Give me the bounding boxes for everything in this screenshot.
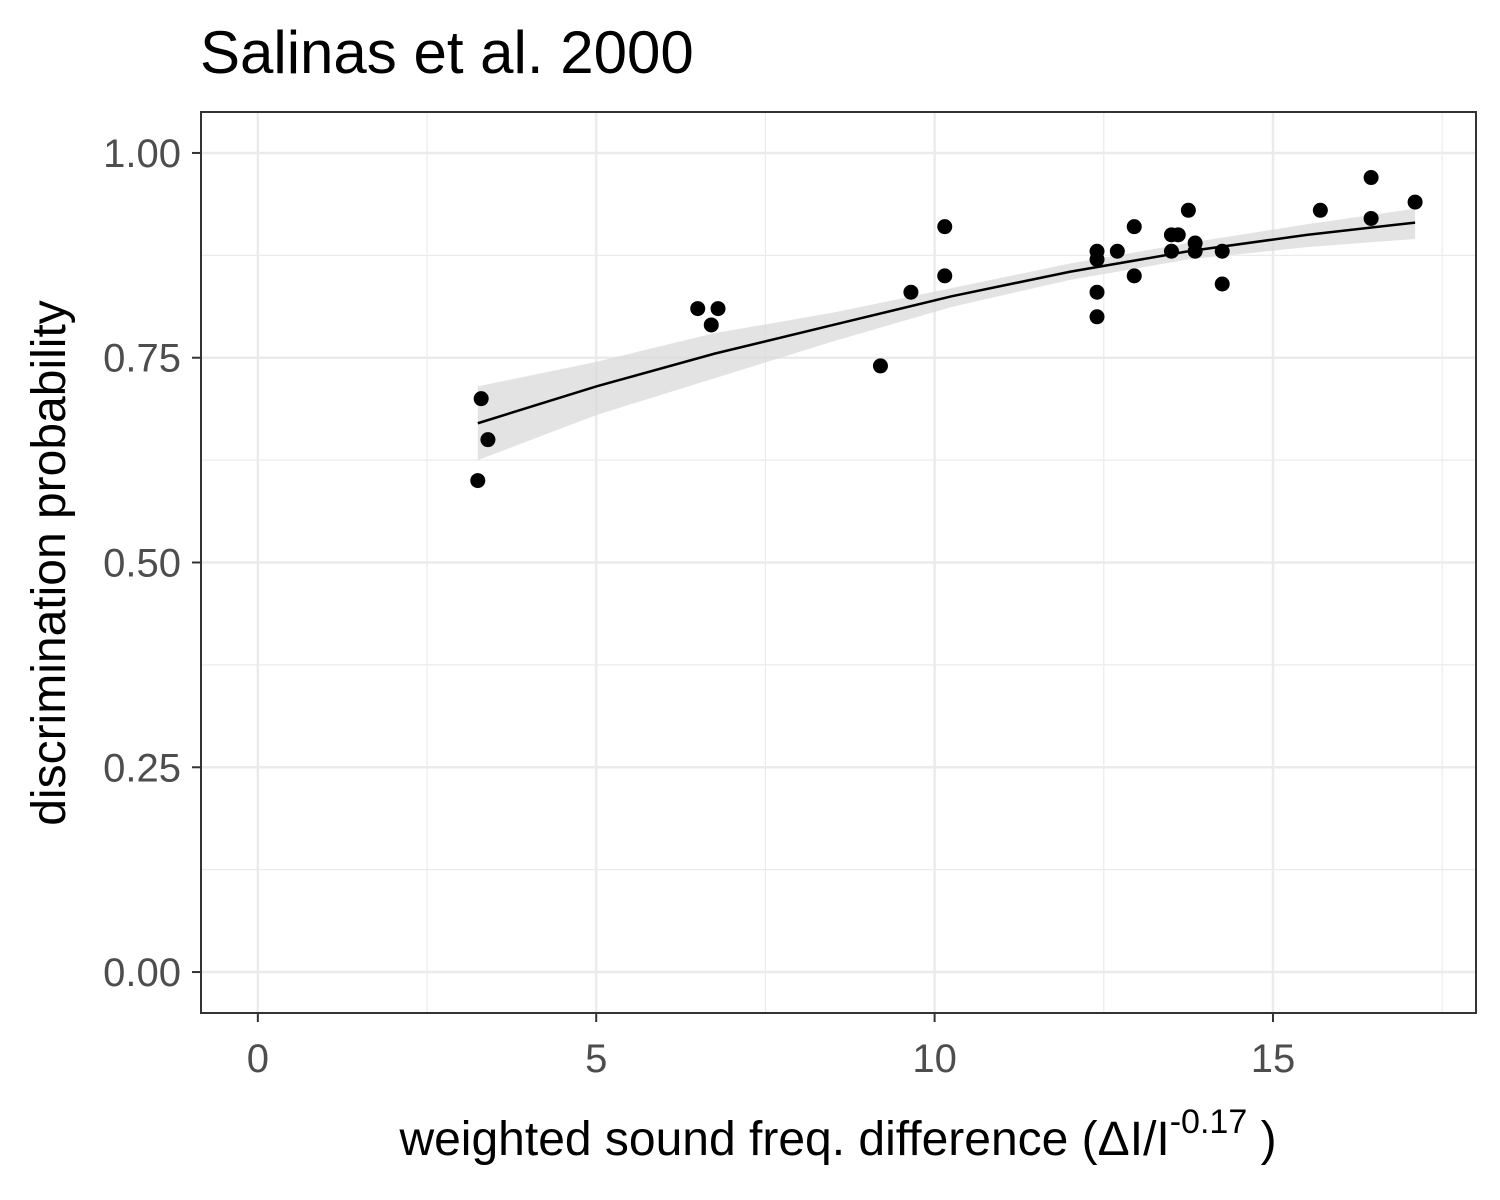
x-axis-label-main: weighted sound freq. difference (ΔI/I	[398, 1113, 1169, 1166]
data-point	[703, 317, 719, 333]
x-tick-label: 15	[1251, 1037, 1296, 1081]
data-point	[690, 301, 706, 317]
data-point	[480, 432, 496, 448]
fit-line-layer	[477, 221, 1416, 425]
fit-line	[477, 221, 1416, 425]
data-point	[470, 473, 486, 489]
data-point	[937, 219, 953, 235]
data-point	[1089, 284, 1105, 300]
data-point	[1089, 251, 1105, 267]
data-point	[473, 391, 489, 407]
data-point	[1170, 227, 1186, 243]
data-point	[1363, 170, 1379, 186]
x-axis-label: weighted sound freq. difference (ΔI/I-0.…	[398, 1103, 1276, 1166]
data-point	[1363, 210, 1379, 226]
y-axis: 0.00 0.25 0.50 0.75 1.00	[103, 132, 201, 995]
data-point	[937, 268, 953, 284]
x-axis: 0 5 10 15	[247, 1013, 1296, 1081]
confidence-ribbon-layer	[477, 208, 1416, 461]
data-points	[470, 170, 1423, 489]
x-tick-label: 10	[912, 1037, 957, 1081]
y-tick-label: 0.00	[103, 951, 181, 995]
data-point	[1126, 219, 1142, 235]
x-tick-label: 5	[585, 1037, 607, 1081]
data-point	[1089, 309, 1105, 325]
data-point	[1163, 243, 1179, 259]
y-axis-label: discrimination probability	[23, 300, 76, 826]
data-point	[1109, 243, 1125, 259]
chart-title: Salinas et al. 2000	[200, 19, 694, 86]
y-tick-label: 0.50	[103, 542, 181, 586]
x-axis-label-close: )	[1247, 1113, 1276, 1166]
x-tick-label: 0	[247, 1037, 269, 1081]
data-point	[1214, 276, 1230, 292]
y-tick-label: 1.00	[103, 132, 181, 176]
data-point	[1180, 202, 1196, 218]
data-point	[872, 358, 888, 374]
data-point	[1187, 243, 1203, 259]
y-tick-label: 0.25	[103, 746, 181, 790]
data-point	[903, 284, 919, 300]
major-grid	[201, 112, 1476, 1013]
data-point	[1214, 243, 1230, 259]
data-point	[710, 301, 726, 317]
confidence-ribbon	[477, 208, 1416, 461]
data-point	[1126, 268, 1142, 284]
data-point	[1407, 194, 1423, 210]
y-tick-label: 0.75	[103, 337, 181, 381]
x-axis-label-superscript: -0.17	[1170, 1103, 1248, 1141]
data-point	[1312, 202, 1328, 218]
